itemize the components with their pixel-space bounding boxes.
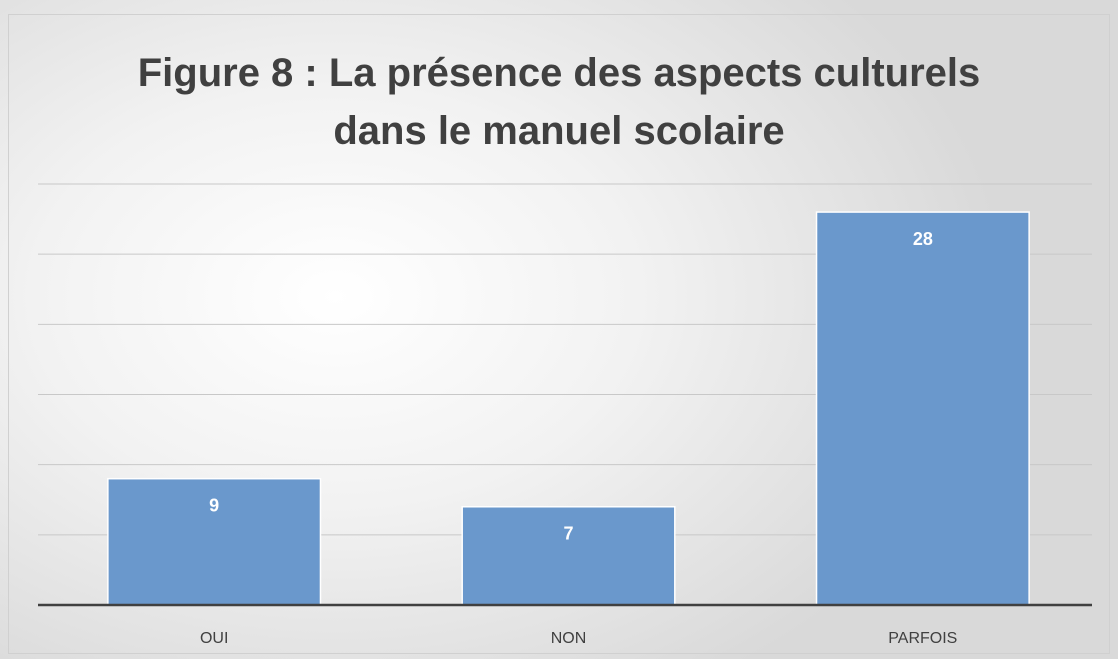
data-label: 28 <box>913 229 933 249</box>
bar <box>815 211 1030 606</box>
chart-title: Figure 8 : La présence des aspects cultu… <box>137 51 981 153</box>
data-label: 7 <box>563 524 573 544</box>
bar <box>107 477 322 606</box>
data-label: 9 <box>209 495 219 515</box>
bar <box>461 506 676 606</box>
chart-frame <box>8 14 1110 654</box>
x-tick-label: PARFOIS <box>888 630 957 647</box>
x-tick-label: NON <box>551 630 587 647</box>
x-tick-label: OUI <box>200 630 228 647</box>
